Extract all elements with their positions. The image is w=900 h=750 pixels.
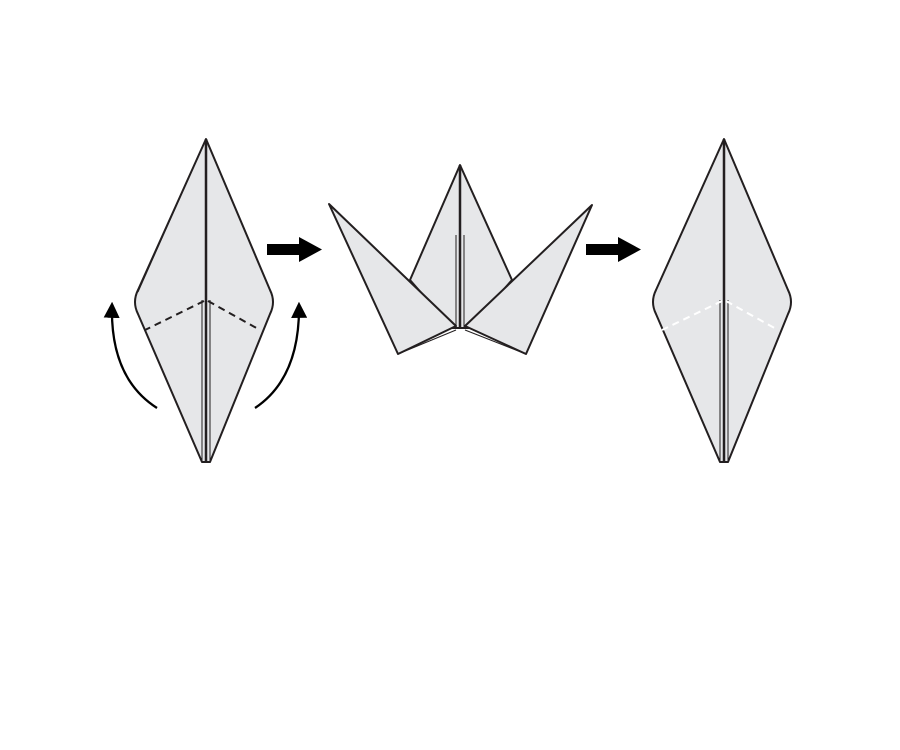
step-1-fold-lines: [144, 300, 261, 331]
step-2-raised-points: [328, 164, 593, 355]
step-3-hidden-fold-lines: [661, 300, 779, 331]
step-arrow-1: [267, 237, 322, 262]
step-arrow-2: [586, 237, 641, 262]
step-1-fold-arrows: [103, 301, 308, 409]
step-3-kite: [652, 138, 792, 463]
step-1-kite: [134, 138, 274, 463]
